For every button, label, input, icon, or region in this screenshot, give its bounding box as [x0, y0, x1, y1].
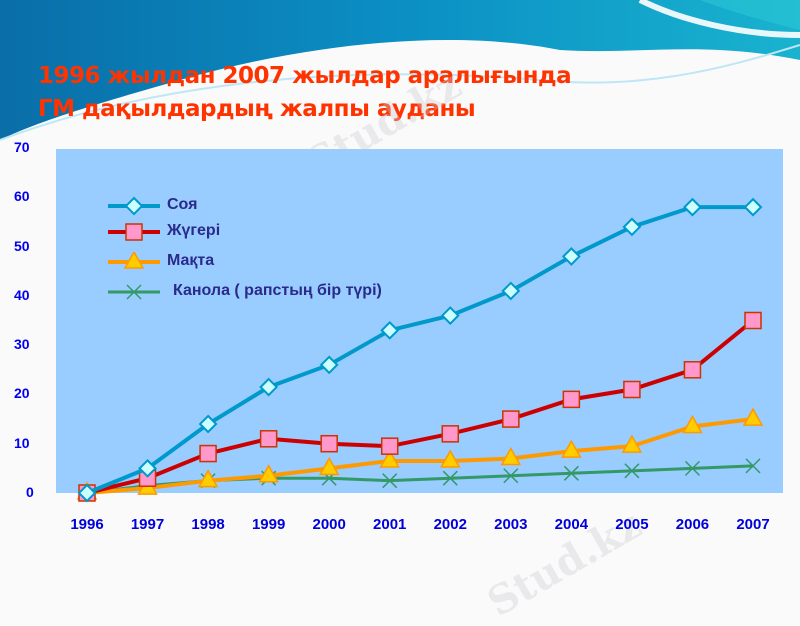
y-tick-label: 10: [14, 434, 30, 451]
x-tick-label: 2004: [554, 516, 589, 533]
triangle-marker-icon: [561, 439, 582, 458]
diamond-marker-icon: [319, 355, 339, 375]
title-line-2: ГМ дақылдардың жалпы ауданы: [38, 96, 476, 122]
diamond-marker-icon: [622, 217, 642, 237]
square-marker-icon: [683, 361, 702, 379]
series-line: [86, 205, 753, 495]
y-tick-label: 20: [14, 385, 30, 402]
triangle-marker-icon: [500, 446, 522, 466]
x-marker-icon: [624, 463, 640, 479]
x-marker-icon: [745, 458, 761, 474]
x-tick-label: 2002: [433, 516, 467, 533]
y-tick-label: 0: [26, 484, 34, 500]
series-0: [77, 197, 763, 503]
x-tick-label: 1998: [191, 516, 225, 533]
square-marker-icon: [744, 311, 762, 330]
diamond-marker-icon: [440, 306, 460, 325]
x-tick-label: 2005: [615, 516, 649, 533]
y-tick-label: 30: [14, 336, 30, 353]
series-1: [78, 311, 762, 502]
title-line-1: 1996 жылдан 2007 жылдар аралығында: [38, 63, 572, 89]
chart-plot: [56, 149, 783, 503]
x-marker-icon: [442, 470, 458, 486]
legend-label: Соя: [167, 196, 198, 213]
diamond-marker-icon: [198, 414, 218, 434]
legend-label: Жүгері: [167, 222, 221, 239]
square-marker-icon: [380, 437, 399, 455]
y-tick-label: 70: [14, 139, 30, 155]
series-layer: [76, 197, 764, 503]
square-marker-icon: [502, 410, 520, 428]
series-2: [76, 407, 764, 500]
triangle-marker-icon: [123, 252, 145, 269]
series-line: [86, 417, 754, 495]
triangle-marker-icon: [197, 469, 219, 488]
triangle-marker-icon: [379, 449, 401, 468]
page-title: 1996 жылдан 2007 жылдар аралығында ГМ да…: [38, 60, 572, 126]
legend-label: Мақта: [167, 252, 215, 269]
square-marker-icon: [259, 430, 278, 448]
diamond-marker-icon: [77, 483, 97, 503]
diamond-marker-icon: [259, 377, 279, 397]
legend-swatch-icon: [108, 223, 160, 241]
x-marker-icon: [126, 284, 142, 300]
x-marker-icon: [684, 460, 700, 476]
square-marker-icon: [562, 390, 581, 409]
square-marker-icon: [320, 434, 338, 453]
x-marker-icon: [503, 468, 519, 484]
x-tick-label: 2003: [494, 516, 528, 533]
diamond-marker-icon: [683, 197, 702, 217]
square-marker-icon: [441, 425, 460, 443]
diamond-marker-icon: [138, 458, 157, 478]
triangle-marker-icon: [621, 434, 643, 453]
x-tick-label: 2006: [675, 516, 710, 533]
x-marker-icon: [382, 473, 398, 489]
triangle-marker-icon: [318, 456, 340, 476]
legend-swatch-icon: [108, 196, 160, 216]
header-wave-decoration: [0, 0, 800, 141]
series-line: [86, 318, 755, 495]
y-tick-label: 50: [14, 237, 30, 254]
x-marker-icon: [563, 465, 579, 481]
square-marker-icon: [623, 380, 641, 399]
triangle-marker-icon: [682, 414, 703, 434]
y-tick-label: 60: [14, 188, 30, 205]
diamond-marker-icon: [124, 196, 144, 216]
y-tick-label: 40: [14, 286, 30, 303]
diamond-marker-icon: [561, 247, 581, 266]
square-marker-icon: [199, 444, 217, 463]
legend-swatch-icon: [108, 252, 160, 269]
triangle-marker-icon: [258, 464, 279, 483]
x-tick-label: 1999: [251, 516, 286, 533]
x-tick-label: 1996: [70, 516, 104, 533]
legend-label: Канола ( рапстың бір түрі): [173, 282, 382, 299]
triangle-marker-icon: [439, 449, 461, 468]
x-tick-label: 2001: [373, 516, 407, 533]
line-chart: 0 10 20 30 40 50 60 70 1996 1997 1998 1999 2000 2001…: [14, 139, 783, 533]
legend-swatch-icon: [108, 284, 160, 300]
diamond-marker-icon: [743, 197, 763, 217]
square-marker-icon: [125, 223, 143, 241]
diamond-marker-icon: [380, 320, 400, 340]
x-tick-label: 2007: [736, 516, 770, 533]
triangle-marker-icon: [742, 407, 764, 426]
diamond-marker-icon: [501, 281, 521, 301]
x-tick-label: 1997: [130, 516, 165, 533]
x-tick-label: 2000: [312, 516, 346, 533]
